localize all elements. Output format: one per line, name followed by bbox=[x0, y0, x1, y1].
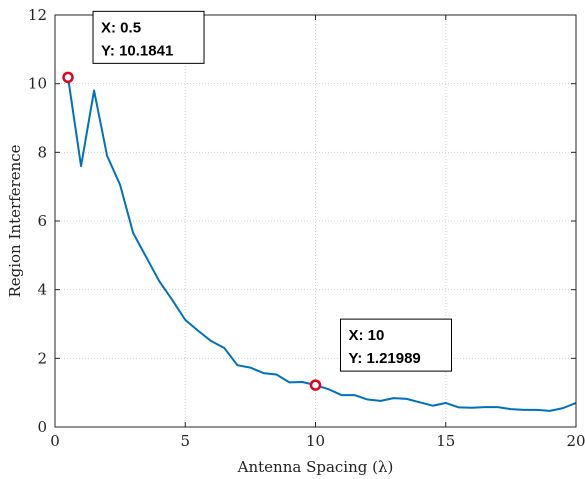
data-tip-x-text: X: 0.5 bbox=[101, 19, 141, 36]
x-tick-label: 20 bbox=[566, 432, 585, 450]
x-tick-label: 5 bbox=[180, 432, 190, 450]
y-tick-label: 0 bbox=[37, 418, 47, 436]
x-axis-label: Antenna Spacing (λ) bbox=[237, 458, 394, 476]
y-tick-label: 4 bbox=[37, 281, 47, 299]
x-tick-label: 10 bbox=[306, 432, 325, 450]
y-tick-label: 10 bbox=[28, 75, 47, 93]
x-tick-label: 15 bbox=[436, 432, 455, 450]
data-tip-y-text: Y: 1.21989 bbox=[349, 350, 421, 367]
data-tip-x-text: X: 10 bbox=[349, 327, 385, 344]
data-tip-marker bbox=[311, 381, 320, 390]
data-tip-y-text: Y: 10.1841 bbox=[101, 42, 173, 59]
y-tick-label: 6 bbox=[37, 212, 47, 230]
y-tick-label: 12 bbox=[28, 6, 47, 24]
y-tick-label: 8 bbox=[37, 143, 47, 161]
data-tip-marker bbox=[64, 73, 73, 82]
y-tick-label: 2 bbox=[37, 349, 47, 367]
x-tick-label: 0 bbox=[50, 432, 60, 450]
data-tip: X: 0.5 Y: 10.1841 bbox=[93, 11, 204, 63]
y-axis-label: Region Interference bbox=[6, 144, 24, 297]
data-tip: X: 10 Y: 1.21989 bbox=[341, 319, 452, 371]
